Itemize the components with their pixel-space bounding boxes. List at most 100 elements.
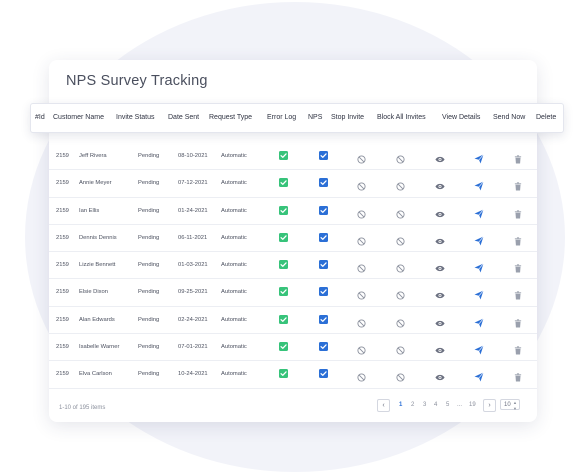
nps-checkbox-icon[interactable] <box>319 342 328 352</box>
col-invite-status[interactable]: Invite Status <box>116 114 155 121</box>
stop-invite-block-icon[interactable] <box>357 178 366 191</box>
send-icon[interactable] <box>474 369 484 382</box>
nps-checkbox-icon[interactable] <box>319 260 328 270</box>
send-icon[interactable] <box>474 260 484 273</box>
block-all-invites-icon[interactable] <box>396 233 405 246</box>
cell-customer-name: Isabelle Warner <box>79 344 120 351</box>
table-row: 2159 Alan Edwards Pending 02-24-2021 Aut… <box>49 307 537 335</box>
col-id[interactable]: #Id <box>35 114 45 121</box>
stop-invite-block-icon[interactable] <box>357 287 366 301</box>
nps-checkbox-icon[interactable] <box>319 314 328 324</box>
block-all-invites-icon[interactable] <box>396 369 405 382</box>
stop-invite-block-icon[interactable] <box>357 369 366 382</box>
col-view-details[interactable]: View Details <box>442 114 481 121</box>
nps-checkbox-icon[interactable] <box>319 151 328 160</box>
eye-icon[interactable] <box>435 369 445 381</box>
cell-date-sent: 06-11-2021 <box>178 234 208 241</box>
error-log-checkbox-icon[interactable] <box>279 232 288 242</box>
nps-checkbox-icon[interactable] <box>319 205 328 215</box>
chevron-updown-icon: ▲ ▼ <box>513 400 517 411</box>
trash-icon[interactable] <box>514 287 523 301</box>
eye-icon[interactable] <box>435 342 445 354</box>
nps-checkbox-icon[interactable] <box>319 369 328 379</box>
send-icon[interactable] <box>474 342 484 355</box>
table-row: 2159 Elva Carlson Pending 10-24-2021 Aut… <box>49 361 537 389</box>
page-19[interactable]: 19 <box>469 402 476 408</box>
error-log-checkbox-icon[interactable] <box>279 205 288 215</box>
send-icon[interactable] <box>474 206 484 219</box>
cell-customer-name: Dennis Dennis <box>79 234 117 241</box>
col-delete[interactable]: Delete <box>536 114 557 121</box>
error-log-checkbox-icon[interactable] <box>279 369 288 379</box>
page-2[interactable]: 2 <box>411 402 415 408</box>
cell-date-sent: 08-10-2021 <box>178 153 208 159</box>
nps-checkbox-icon[interactable] <box>319 178 328 188</box>
eye-icon[interactable] <box>435 151 445 163</box>
stop-invite-block-icon[interactable] <box>357 151 366 164</box>
table-row: 2159 Isabelle Warner Pending 07-01-2021 … <box>49 334 537 362</box>
send-icon[interactable] <box>474 315 484 328</box>
col-stop-invite[interactable]: Stop Invite <box>331 114 365 121</box>
nps-checkbox-icon[interactable] <box>319 287 328 297</box>
cell-request-type: Automatic <box>221 180 247 187</box>
next-page-button[interactable]: › <box>483 399 496 412</box>
eye-icon[interactable] <box>435 206 445 217</box>
eye-icon[interactable] <box>435 178 445 190</box>
col-error-log[interactable]: Error Log <box>267 114 297 121</box>
eye-icon[interactable] <box>435 315 445 326</box>
eye-icon[interactable] <box>435 260 445 272</box>
send-icon[interactable] <box>474 233 484 246</box>
trash-icon[interactable] <box>514 178 523 191</box>
col-block-all-invites[interactable]: Block All Invites <box>377 114 426 121</box>
trash-icon[interactable] <box>514 315 523 328</box>
trash-icon[interactable] <box>514 260 523 273</box>
block-all-invites-icon[interactable] <box>396 178 405 191</box>
col-request-type[interactable]: Request Type <box>209 114 253 121</box>
block-all-invites-icon[interactable] <box>396 260 405 273</box>
send-icon[interactable] <box>474 178 484 191</box>
error-log-checkbox-icon[interactable] <box>279 151 288 160</box>
error-log-checkbox-icon[interactable] <box>279 342 288 352</box>
error-log-checkbox-icon[interactable] <box>279 287 288 297</box>
cell-id: 2159 <box>56 344 69 351</box>
eye-icon[interactable] <box>435 287 445 299</box>
trash-icon[interactable] <box>514 151 523 164</box>
page-5[interactable]: 5 <box>446 402 450 408</box>
page-1[interactable]: 1 <box>399 402 403 408</box>
trash-icon[interactable] <box>514 369 523 382</box>
block-all-invites-icon[interactable] <box>396 315 405 328</box>
table-row: 2159 Dennis Dennis Pending 06-11-2021 Au… <box>49 225 537 253</box>
trash-icon[interactable] <box>514 206 523 219</box>
stop-invite-block-icon[interactable] <box>357 315 366 328</box>
send-icon[interactable] <box>474 151 484 164</box>
page-size-select[interactable]: 10 ▲ ▼ <box>500 399 520 411</box>
error-log-checkbox-icon[interactable] <box>279 178 288 188</box>
block-all-invites-icon[interactable] <box>396 287 405 301</box>
eye-icon[interactable] <box>435 233 445 245</box>
error-log-checkbox-icon[interactable] <box>279 314 288 324</box>
col-nps[interactable]: NPS <box>308 114 323 121</box>
send-icon[interactable] <box>474 287 484 300</box>
stop-invite-block-icon[interactable] <box>357 206 366 219</box>
col-date-sent[interactable]: Date Sent <box>168 114 200 121</box>
block-all-invites-icon[interactable] <box>396 151 405 164</box>
error-log-checkbox-icon[interactable] <box>279 260 288 270</box>
cell-invite-status: Pending <box>138 316 160 323</box>
trash-icon[interactable] <box>514 233 523 246</box>
cell-date-sent: 01-03-2021 <box>178 262 208 269</box>
stop-invite-block-icon[interactable] <box>357 342 366 355</box>
page-3[interactable]: 3 <box>423 402 427 408</box>
nps-checkbox-icon[interactable] <box>319 232 328 242</box>
prev-page-button[interactable]: ‹ <box>377 399 390 412</box>
table-body: 2159 Jeff Rivera Pending 08-10-2021 Auto… <box>49 143 537 389</box>
col-send-now[interactable]: Send Now <box>493 114 526 121</box>
cell-invite-status: Pending <box>138 371 160 378</box>
block-all-invites-icon[interactable] <box>396 206 405 219</box>
stop-invite-block-icon[interactable] <box>357 260 366 273</box>
page-4[interactable]: 4 <box>434 402 438 408</box>
cell-date-sent: 02-24-2021 <box>178 316 208 323</box>
col-customer-name[interactable]: Customer Name <box>53 114 104 121</box>
stop-invite-block-icon[interactable] <box>357 233 366 246</box>
trash-icon[interactable] <box>514 342 523 355</box>
block-all-invites-icon[interactable] <box>396 342 405 355</box>
